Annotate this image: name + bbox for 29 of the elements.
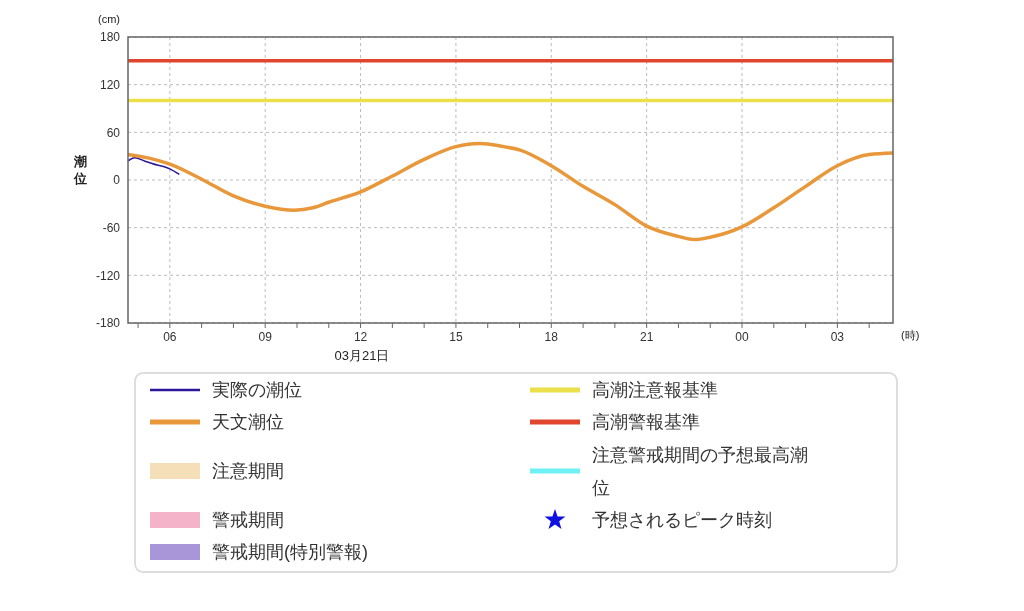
legend-label: 警戒期間 xyxy=(212,510,284,531)
x-tick-label: 00 xyxy=(735,330,750,344)
y-tick-label: -120 xyxy=(95,268,121,283)
legend-label: 天文潮位 xyxy=(212,412,284,433)
text: 03月21日 xyxy=(334,348,390,363)
x-tick-label: 03 xyxy=(830,330,845,344)
x-tick-label: 06 xyxy=(163,330,177,344)
y-tick-label: 0 xyxy=(113,173,121,188)
y-tick-label: 60 xyxy=(106,125,121,140)
legend-label: 注意期間 xyxy=(212,461,284,482)
y-axis-title: 潮位 xyxy=(72,154,87,186)
x-tick-label: 18 xyxy=(544,330,559,344)
y-tick-label: 180 xyxy=(99,30,121,45)
x-tick-label: 09 xyxy=(258,330,273,344)
x-tick-label: 15 xyxy=(449,330,463,344)
legend-label: 警戒期間(特別警報) xyxy=(212,542,368,563)
legend-label: 高潮注意報基準 xyxy=(592,380,718,401)
text: (cm) xyxy=(98,13,120,25)
x-tick-label: 21 xyxy=(639,330,654,344)
x-tick-label: 12 xyxy=(353,330,368,344)
y-tick-label: -60 xyxy=(102,220,121,235)
y-tick-label: -180 xyxy=(95,316,121,331)
legend-label: 実際の潮位 xyxy=(212,380,302,401)
legend-label: 高潮警報基準 xyxy=(592,412,700,433)
legend-label: 注意警戒期間の予想最高潮位 xyxy=(592,444,808,498)
x-axis-title: (時) xyxy=(901,329,920,341)
line-series xyxy=(127,156,181,176)
y-tick-label: 120 xyxy=(99,77,121,92)
legend-label: 予想されるピーク時刻 xyxy=(592,510,772,531)
